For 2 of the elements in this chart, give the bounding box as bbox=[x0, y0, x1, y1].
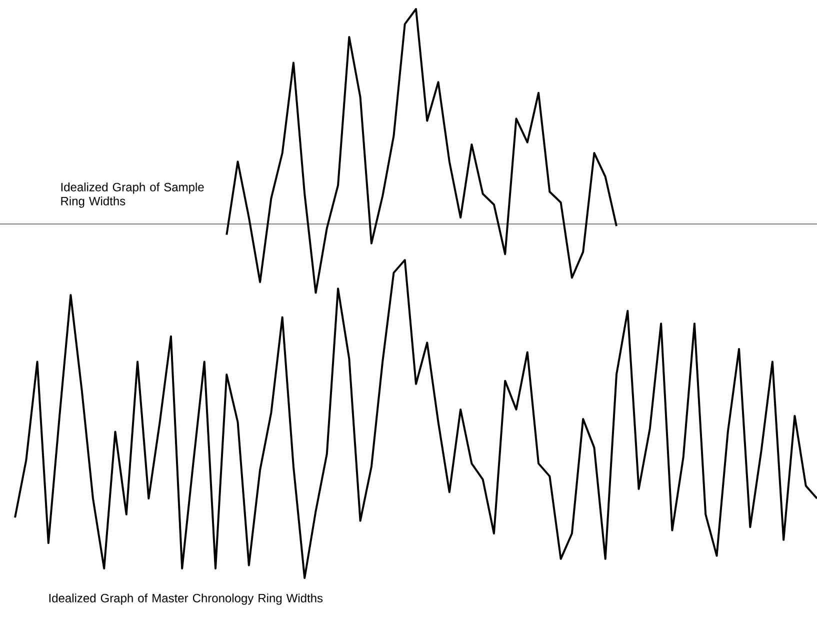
text: Idealized Graph of Master Chronology Ring Widths bbox=[49, 594, 323, 605]
text: Idealized Graph of Sample Ring Widths bbox=[61, 182, 204, 208]
